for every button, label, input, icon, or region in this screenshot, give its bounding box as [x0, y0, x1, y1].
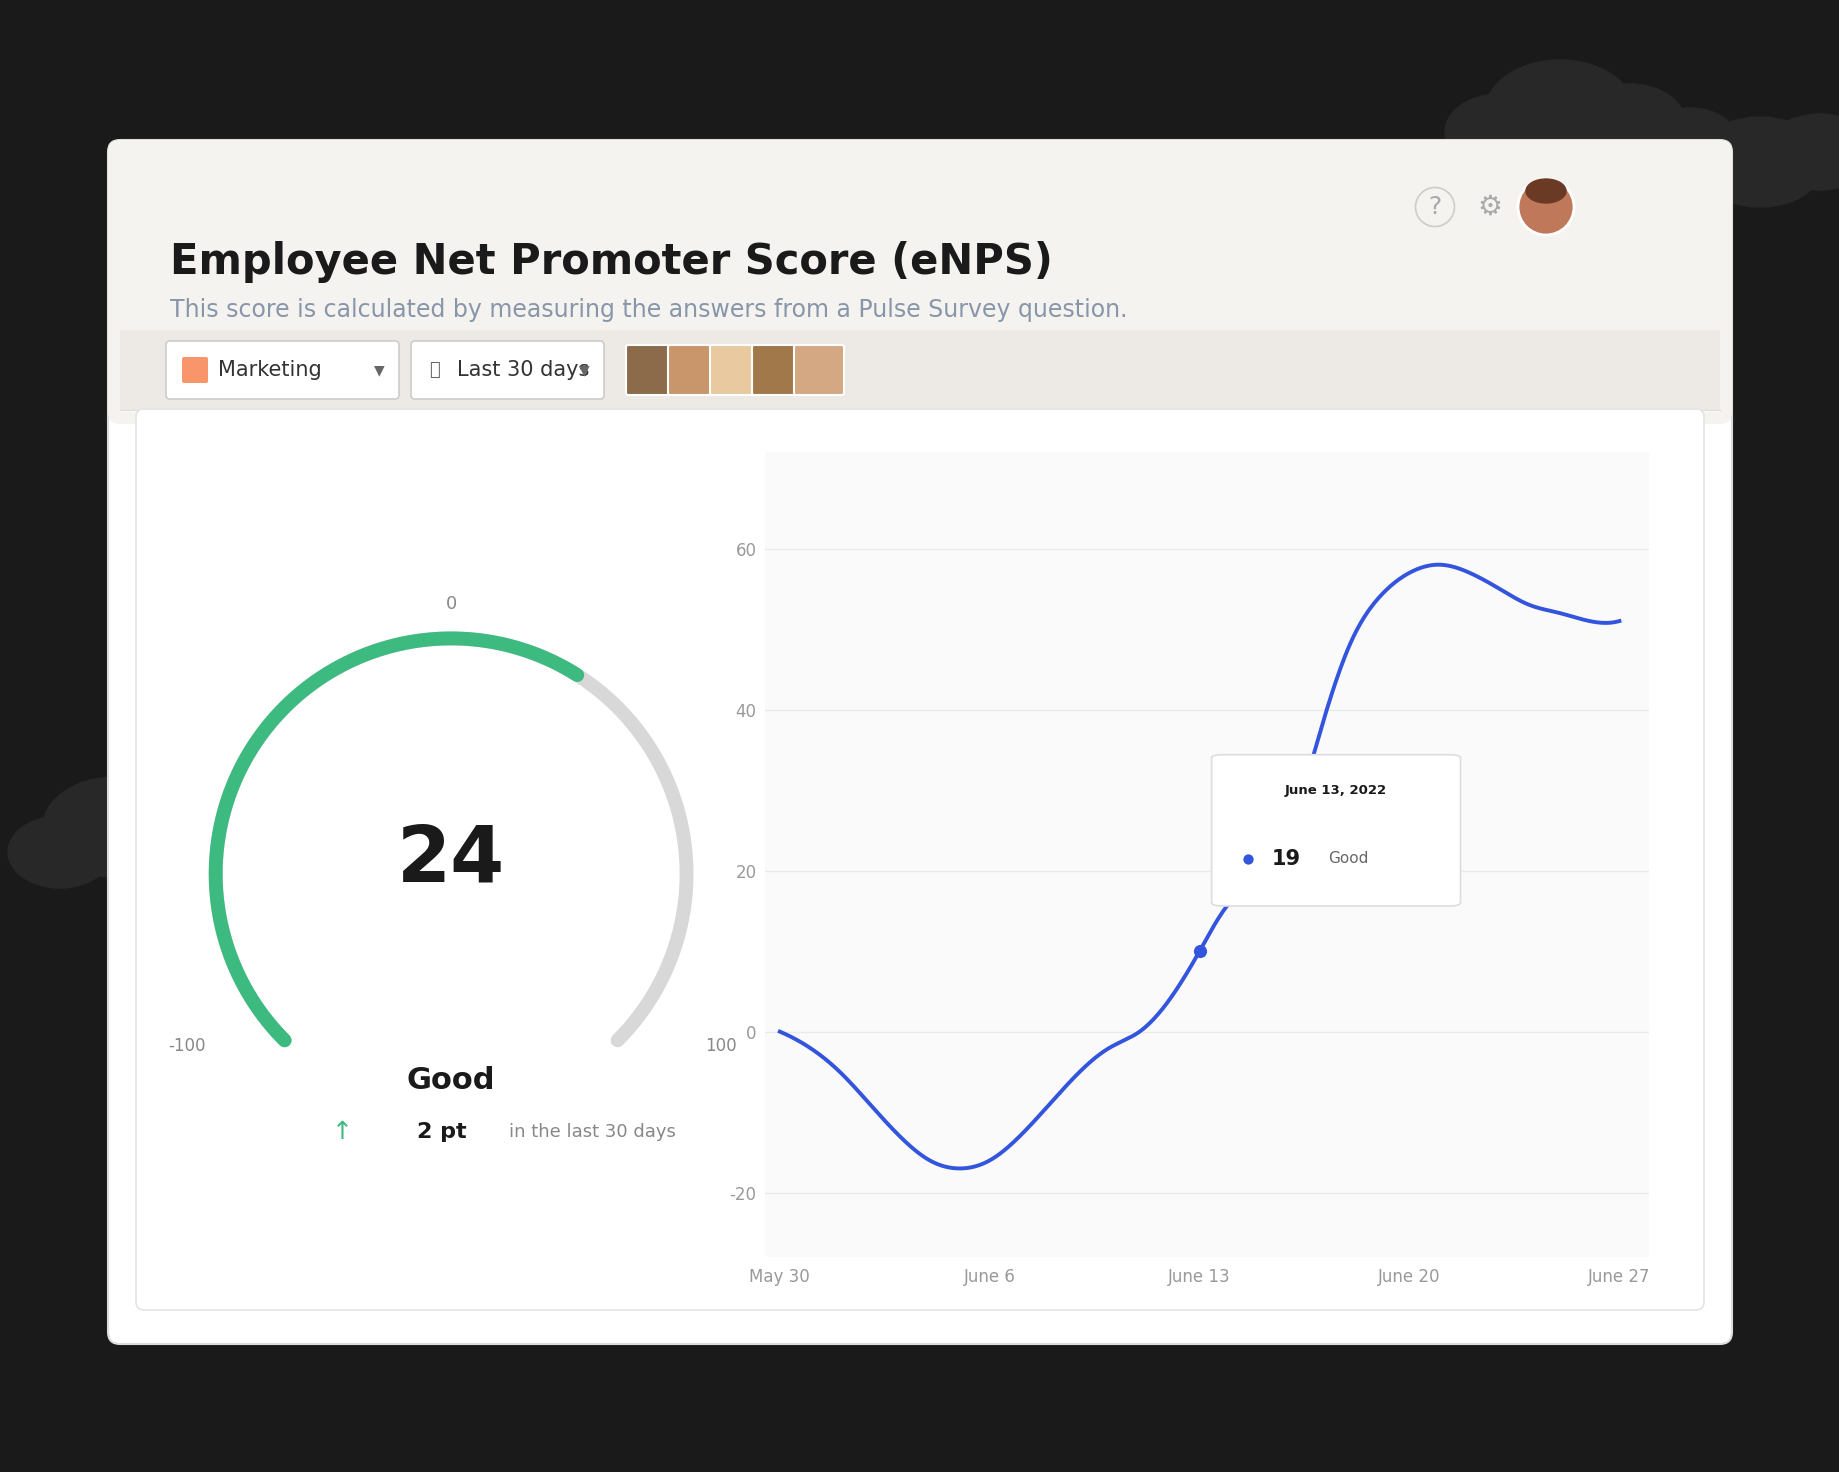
Text: Last 30 days: Last 30 days [456, 361, 588, 380]
FancyBboxPatch shape [182, 358, 208, 383]
Bar [120, 392, 1719, 412]
Text: in the last 30 days: in the last 30 days [508, 1123, 675, 1141]
Ellipse shape [1444, 94, 1554, 169]
Text: 📅: 📅 [428, 361, 440, 378]
Text: ▼: ▼ [373, 364, 384, 377]
FancyBboxPatch shape [625, 344, 675, 394]
Ellipse shape [42, 777, 188, 877]
Text: ▼: ▼ [579, 364, 588, 377]
FancyBboxPatch shape [410, 342, 603, 399]
FancyBboxPatch shape [1210, 755, 1460, 907]
Circle shape [1517, 180, 1572, 236]
Text: ↑: ↑ [331, 1120, 353, 1144]
Text: Good: Good [1328, 851, 1368, 866]
Ellipse shape [1525, 180, 1565, 203]
Ellipse shape [1574, 84, 1685, 160]
FancyBboxPatch shape [166, 342, 399, 399]
FancyBboxPatch shape [794, 344, 844, 394]
FancyBboxPatch shape [668, 344, 717, 394]
FancyBboxPatch shape [710, 344, 760, 394]
Ellipse shape [1484, 60, 1635, 163]
FancyBboxPatch shape [136, 409, 1703, 1310]
Text: 24: 24 [397, 821, 506, 898]
Ellipse shape [1640, 107, 1738, 177]
Text: June 13, 2022: June 13, 2022 [1284, 783, 1387, 796]
Ellipse shape [177, 821, 263, 882]
Text: This score is calculated by measuring the answers from a Pulse Survey question.: This score is calculated by measuring th… [169, 297, 1127, 322]
Point [1232, 846, 1262, 870]
Text: 100: 100 [704, 1038, 736, 1055]
Point [1184, 939, 1214, 963]
FancyBboxPatch shape [109, 140, 1730, 1344]
Text: 19: 19 [1271, 848, 1300, 868]
Text: ?: ? [1427, 194, 1440, 219]
FancyBboxPatch shape [109, 140, 1730, 424]
Bar [120, 330, 1719, 411]
Ellipse shape [7, 815, 112, 888]
Text: Marketing: Marketing [217, 361, 322, 380]
Text: ⚙: ⚙ [1477, 193, 1502, 221]
Text: 0: 0 [445, 595, 456, 612]
FancyBboxPatch shape [752, 344, 802, 394]
Ellipse shape [1764, 113, 1839, 190]
Ellipse shape [1694, 116, 1824, 208]
Text: 2 pt: 2 pt [416, 1122, 465, 1142]
Text: Good: Good [406, 1066, 495, 1095]
Text: Employee Net Promoter Score (eNPS): Employee Net Promoter Score (eNPS) [169, 241, 1052, 283]
Text: -100: -100 [167, 1038, 206, 1055]
Ellipse shape [123, 801, 226, 873]
